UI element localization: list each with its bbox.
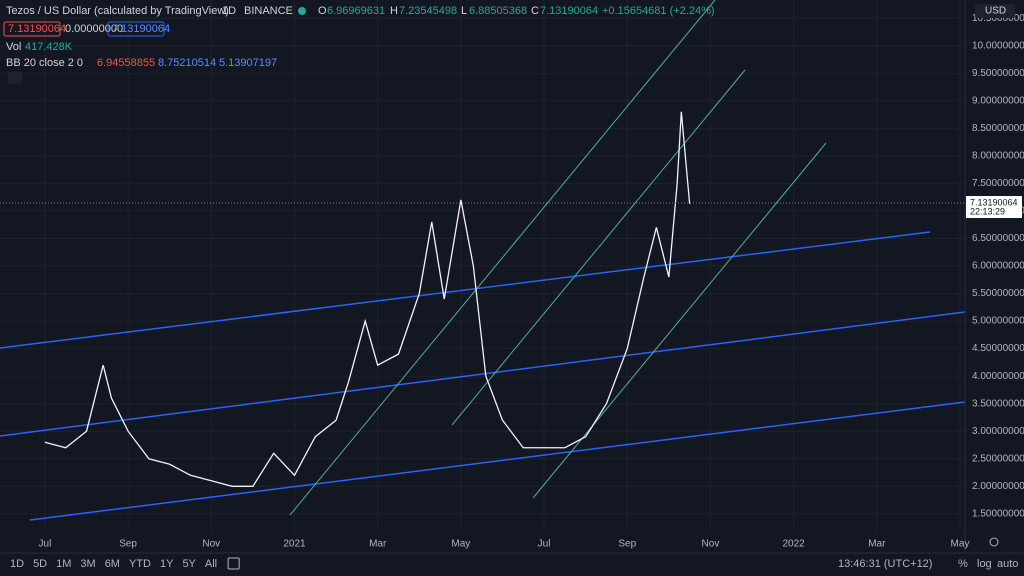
symbol: Tezos / US Dollar (calculated by Trading… xyxy=(6,5,229,17)
last-price-box xyxy=(966,196,1022,218)
status-dot xyxy=(298,7,306,15)
y-tick-label: 6.50000000 xyxy=(972,233,1024,244)
y-tick-label: 10.00000000 xyxy=(972,40,1024,51)
log-toggle[interactable]: log xyxy=(977,558,992,570)
c-label: C xyxy=(531,5,539,17)
y-tick-label: 7.50000000 xyxy=(972,178,1024,189)
x-tick-label: Jul xyxy=(39,539,52,550)
trend-line[interactable] xyxy=(0,231,931,349)
ask-box[interactable] xyxy=(107,21,165,37)
y-tick-label: 1.50000000 xyxy=(972,508,1024,519)
range-button[interactable]: 1Y xyxy=(160,558,174,570)
range-button[interactable]: 3M xyxy=(80,558,95,570)
y-tick-label: 4.00000000 xyxy=(972,371,1024,382)
interval[interactable]: 1D xyxy=(222,5,236,17)
trend-lines xyxy=(0,0,966,521)
range-button[interactable]: 1M xyxy=(56,558,71,570)
y-tick-label: 9.00000000 xyxy=(972,95,1024,106)
y-tick-label: 3.50000000 xyxy=(972,398,1024,409)
bb-basis: 6.94558855 xyxy=(97,57,155,69)
x-tick-label: 2021 xyxy=(283,539,306,550)
plot xyxy=(44,111,691,487)
trend-line[interactable] xyxy=(289,0,716,516)
y-tick-label: 4.50000000 xyxy=(972,343,1024,354)
range-button[interactable]: All xyxy=(205,558,217,570)
range-button[interactable]: 1D xyxy=(10,558,24,570)
x-tick-label: Sep xyxy=(618,539,636,550)
calendar-icon[interactable] xyxy=(227,557,240,570)
close: 7.13190064 xyxy=(540,5,598,17)
x-tick-label: Sep xyxy=(119,539,137,550)
bb-lower: 5.13907197 xyxy=(219,57,277,69)
x-tick-label: May xyxy=(951,539,970,550)
range-button[interactable]: 6M xyxy=(105,558,120,570)
y-tick-label: 9.50000000 xyxy=(972,68,1024,79)
axes: 1.50000000 2.00000000 2.50000000 3.00000000… xyxy=(39,13,1024,550)
y-tick-label: 6.00000000 xyxy=(972,261,1024,272)
x-tick-label: May xyxy=(451,539,470,550)
currency[interactable]: USD xyxy=(985,6,1006,17)
x-tick-label: Nov xyxy=(202,539,220,550)
y-tick-label: 3.00000000 xyxy=(972,426,1024,437)
y-tick-label: 10.50000000 xyxy=(972,13,1024,24)
x-tick-label: Nov xyxy=(702,539,720,550)
auto-toggle[interactable]: auto xyxy=(997,558,1018,570)
grid xyxy=(0,0,965,532)
x-tick-label: Mar xyxy=(868,539,886,550)
time-axis xyxy=(0,532,965,576)
collapse-button[interactable] xyxy=(8,72,22,84)
range-button[interactable]: 5D xyxy=(33,558,47,570)
currency-button[interactable] xyxy=(975,4,1015,18)
y-tick-label: 5.00000000 xyxy=(972,316,1024,327)
high: 7.23545498 xyxy=(399,5,457,17)
bb-upper: 8.75210514 xyxy=(158,57,216,69)
y-tick-label: 2.00000000 xyxy=(972,481,1024,492)
x-tick-label: Jul xyxy=(538,539,551,550)
settings-icon[interactable] xyxy=(989,537,999,547)
price-line xyxy=(44,111,691,487)
bid-box[interactable] xyxy=(3,21,61,37)
y-tick-label: 2.50000000 xyxy=(972,453,1024,464)
y-tick-label: 5.50000000 xyxy=(972,288,1024,299)
y-tick-label: 8.00000000 xyxy=(972,150,1024,161)
y-tick-label: 8.50000000 xyxy=(972,123,1024,134)
vol: 417.428K xyxy=(25,41,73,53)
o-label: O xyxy=(318,5,327,17)
vol-label: Vol xyxy=(6,41,21,53)
bid[interactable]: 7.13190064 xyxy=(8,23,66,35)
x-tick-label: Mar xyxy=(369,539,387,550)
h-label: H xyxy=(390,5,398,17)
trend-line[interactable] xyxy=(29,401,966,521)
x-tick-label: 2022 xyxy=(783,539,806,550)
low: 6.88505368 xyxy=(469,5,527,17)
bb-label: BB 20 close 2 0 xyxy=(6,57,83,69)
open: 6.96969631 xyxy=(327,5,385,17)
change: +0.15654681 (+2.24%) xyxy=(602,5,715,17)
exchange: BINANCE xyxy=(244,5,293,17)
price-axis xyxy=(965,0,1024,576)
ask[interactable]: 7.13190064 xyxy=(112,23,170,35)
trend-line[interactable] xyxy=(451,69,746,426)
trend-line[interactable] xyxy=(0,311,966,437)
range-button[interactable]: 5Y xyxy=(182,558,196,570)
range-button[interactable]: YTD xyxy=(129,558,151,570)
percent-toggle[interactable]: % xyxy=(958,558,968,570)
spread: 0.00000000 xyxy=(65,23,123,35)
footer: 1D 5D 1M 3M 6M YTD 1Y 5Y All xyxy=(10,557,240,570)
countdown: 22:13:29 xyxy=(970,206,1005,216)
last-price: 7.13190064 xyxy=(970,197,1018,207)
l-label: L xyxy=(461,5,467,17)
clock[interactable]: 13:46:31 (UTC+12) xyxy=(838,558,932,570)
